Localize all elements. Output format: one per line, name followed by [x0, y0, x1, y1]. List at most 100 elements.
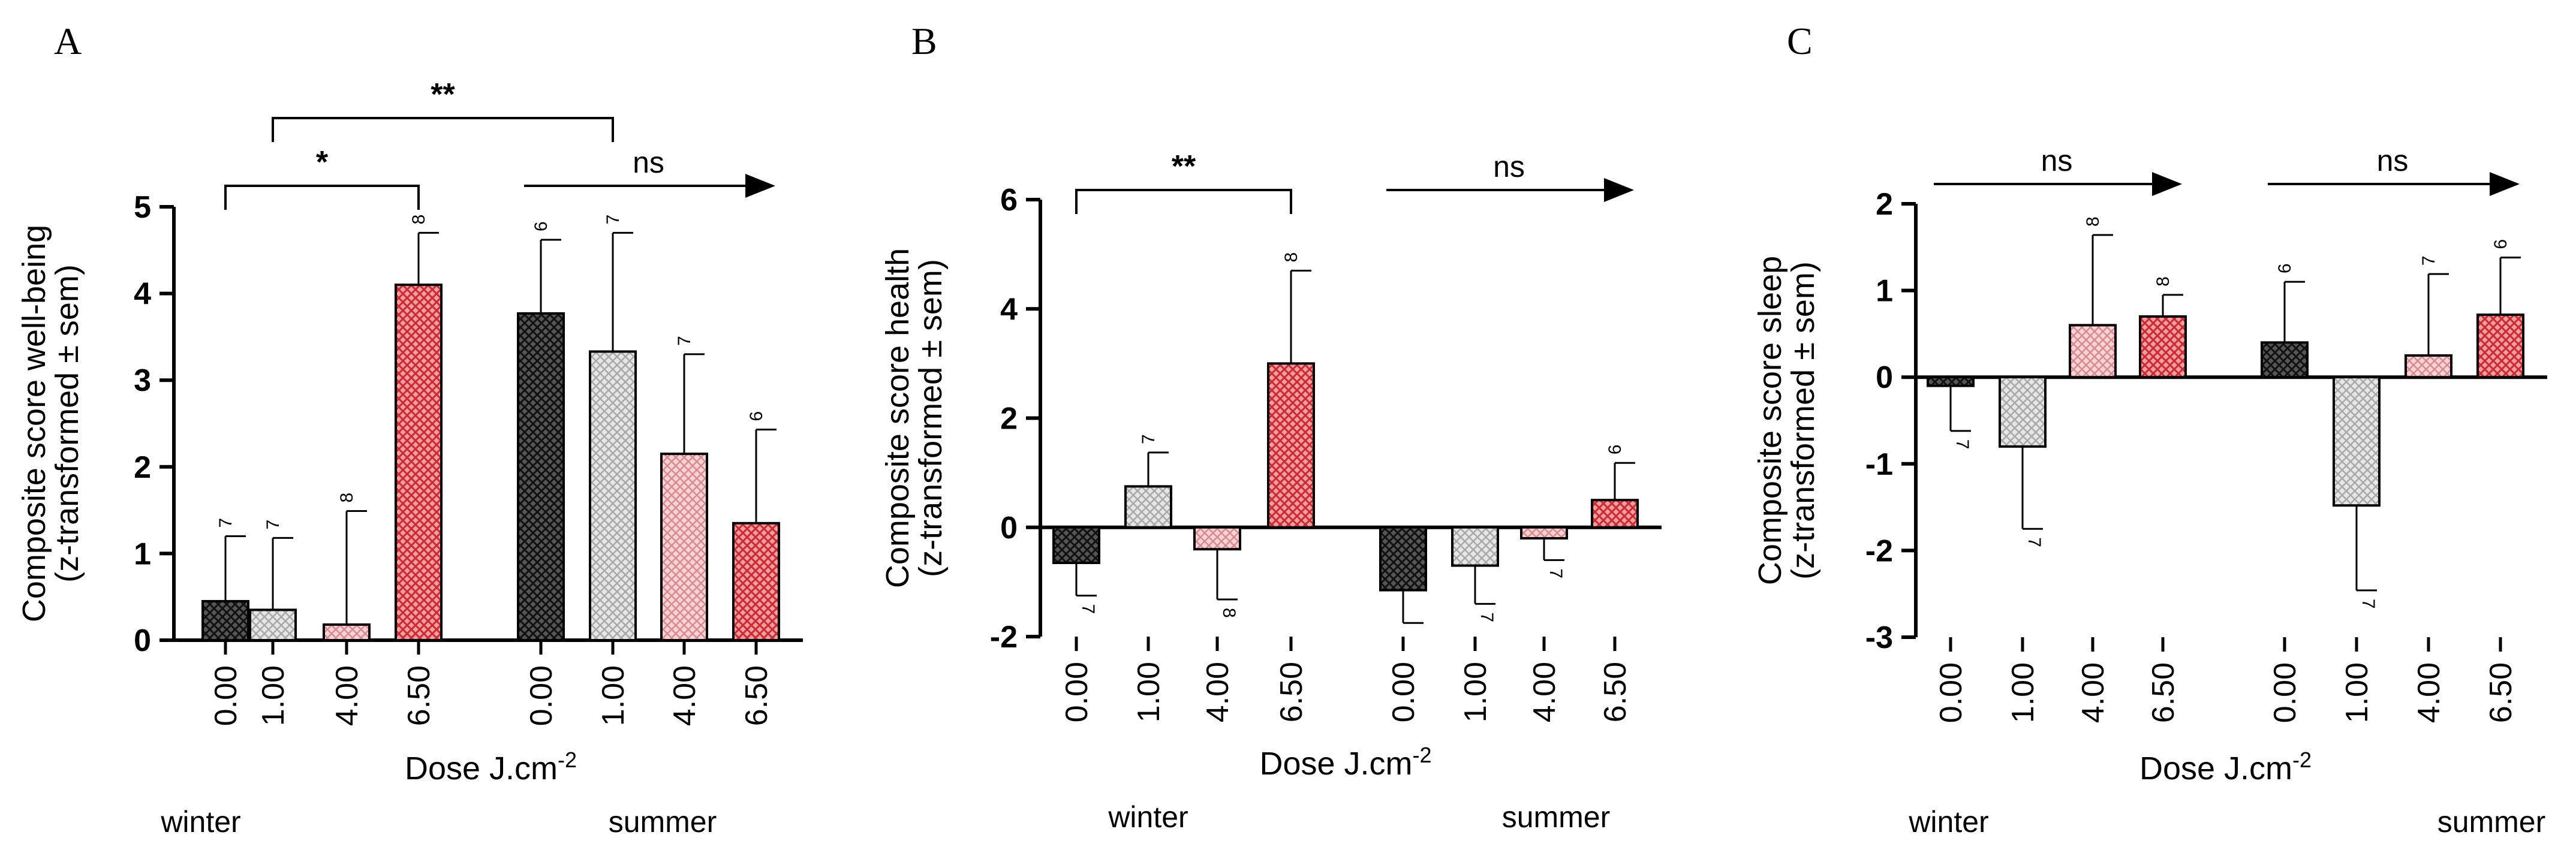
y-axis-title-line2: (z-transformed ± sem) [913, 259, 949, 577]
y-tick-label: 4 [134, 277, 151, 312]
ns-label: ns [2041, 144, 2073, 177]
y-tick-label: 5 [134, 190, 151, 225]
y-tick-label: 2 [1876, 187, 1893, 222]
x-tick-label: 6.50 [2484, 662, 2518, 723]
x-tick-label: 0.00 [2268, 662, 2303, 723]
x-tick-label: 4.00 [1200, 662, 1235, 722]
x-tick-label: 4.00 [2412, 662, 2446, 723]
season-label: summer [2437, 805, 2546, 839]
ns-arrow-head [1604, 178, 1634, 202]
panel-letter: B [911, 20, 937, 62]
season-label: winter [1108, 800, 1188, 834]
y-axis-title-line1: Composite score sleep [1752, 256, 1788, 585]
x-axis-title-text: Dose J.cm [2139, 750, 2292, 786]
n-label: 7 [1546, 568, 1566, 578]
bar [323, 623, 371, 642]
bar [2405, 354, 2452, 379]
ns-arrow-head [2152, 172, 2182, 196]
y-tick-label: 0 [1876, 360, 1893, 395]
bar [249, 608, 297, 642]
bar [201, 599, 249, 641]
panel-a: A 0 1 2 3 4 5 7 0.00 7 1.00 8 4.00 8 6.50 6 0.00 7 1.00 7 4.… [16, 20, 803, 839]
n-label: 7 [1952, 439, 1972, 450]
n-label: 7 [2419, 255, 2439, 266]
y-tick-label: 2 [134, 450, 151, 485]
y-tick-label: 4 [1000, 292, 1018, 327]
y-axis-title-line1: Composite score health [880, 248, 916, 588]
x-axis-title-superscript: -2 [2292, 748, 2312, 772]
x-tick-label: 4.00 [667, 665, 702, 726]
bar [1999, 376, 2047, 448]
season-label: summer [1502, 800, 1611, 834]
x-tick-label: 1.00 [2340, 662, 2375, 723]
n-label: 7 [216, 518, 236, 528]
x-tick-label: 1.00 [1458, 662, 1493, 722]
bar [1379, 526, 1427, 592]
y-tick-label: 1 [1876, 274, 1893, 309]
y-axis-title-line1: Composite score well-being [16, 225, 52, 622]
bar [2476, 314, 2524, 379]
y-tick-label: -2 [1865, 534, 1893, 568]
x-tick-label: 1.00 [256, 665, 291, 726]
bar [1052, 526, 1100, 564]
n-label: 7 [1477, 612, 1497, 622]
x-tick-label: 4.00 [2076, 662, 2111, 723]
bar [2333, 376, 2381, 507]
bar [1124, 485, 1172, 529]
n-label: 7 [1139, 434, 1158, 444]
x-tick-label: 1.00 [1131, 662, 1166, 722]
n-label: 8 [1219, 608, 1239, 618]
season-label: winter [160, 805, 240, 839]
y-tick-label: 2 [1000, 402, 1018, 436]
ns-label: ns [633, 146, 664, 179]
y-tick-label: 1 [134, 536, 151, 571]
x-tick-label: 0.00 [1934, 662, 1969, 723]
x-axis-title-superscript: -2 [1413, 743, 1432, 767]
bar [1193, 526, 1241, 551]
significance-label: ** [1172, 149, 1196, 184]
x-tick-label: 6.50 [1274, 662, 1309, 722]
n-label: 7 [2024, 537, 2044, 547]
significance-label: * [316, 145, 329, 180]
n-label: 6 [2275, 263, 2295, 273]
n-label: 8 [2153, 276, 2173, 287]
n-label: 8 [1281, 252, 1301, 263]
x-tick-label: 6.50 [2146, 662, 2181, 723]
n-label: 7 [675, 336, 694, 346]
y-axis-title-line2: (z-transformed ± sem) [1785, 261, 1821, 580]
n-label: 6 [2491, 239, 2511, 249]
x-tick-label: 6.50 [1598, 662, 1633, 722]
y-tick-label: -2 [990, 620, 1018, 655]
bar [1451, 526, 1499, 567]
x-axis-title-superscript: -2 [558, 748, 577, 772]
x-tick-label: 0.00 [209, 665, 243, 726]
y-tick-label: -1 [1865, 447, 1893, 482]
y-tick-label: -3 [1865, 620, 1893, 655]
n-label: 7 [263, 520, 283, 530]
n-label: 8 [337, 493, 357, 503]
x-axis-title-text: Dose J.cm [405, 750, 558, 786]
x-axis-title: Dose J.cm-2 [2139, 748, 2312, 786]
n-label: 8 [2083, 216, 2103, 227]
x-tick-label: 0.00 [524, 665, 559, 726]
y-tick-label: 6 [1000, 183, 1018, 218]
n-label: 6 [747, 411, 766, 421]
x-axis-title-text: Dose J.cm [1259, 746, 1412, 782]
x-tick-label: 1.00 [596, 665, 631, 726]
x-tick-label: 0.00 [1060, 662, 1094, 722]
bar [1520, 526, 1568, 539]
season-label: summer [609, 805, 717, 839]
x-axis-title: Dose J.cm-2 [1259, 743, 1431, 782]
season-label: winter [1908, 805, 1988, 839]
bar [589, 350, 637, 641]
bar [2069, 324, 2117, 379]
y-tick-label: 0 [1000, 511, 1018, 545]
ns-label: ns [2377, 144, 2409, 177]
n-label: 7 [2358, 599, 2378, 609]
bar [517, 312, 565, 641]
n-label: 7 [603, 215, 623, 225]
y-tick-label: 3 [134, 363, 151, 398]
bar [395, 284, 443, 641]
